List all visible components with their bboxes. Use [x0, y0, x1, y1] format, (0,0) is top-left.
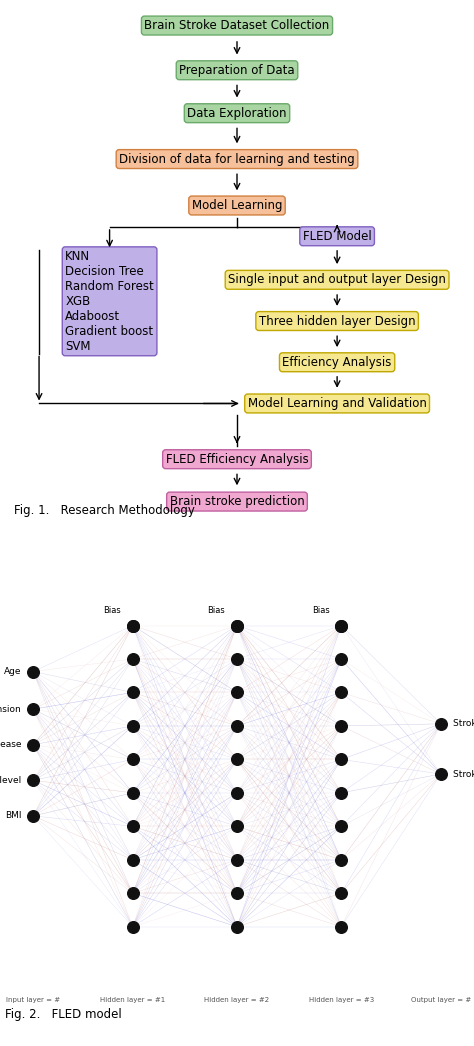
Text: Hidden layer = #1: Hidden layer = #1 — [100, 997, 165, 1003]
Text: Division of data for learning and testing: Division of data for learning and testin… — [119, 153, 355, 165]
Point — [337, 684, 345, 701]
Point — [233, 718, 241, 734]
Text: Fig. 1.   Research Methodology: Fig. 1. Research Methodology — [14, 504, 195, 517]
Point — [129, 718, 137, 734]
Text: BMI: BMI — [5, 812, 21, 820]
Text: Stroke (Yes): Stroke (Yes) — [453, 720, 474, 728]
Point — [337, 918, 345, 935]
Text: Input layer = #: Input layer = # — [6, 997, 60, 1003]
Point — [129, 684, 137, 701]
Point — [233, 851, 241, 868]
Point — [129, 617, 137, 634]
Point — [29, 701, 37, 718]
Text: KNN
Decision Tree
Random Forest
XGB
Adaboost
Gradient boost
SVM: KNN Decision Tree Random Forest XGB Adab… — [65, 250, 154, 353]
Text: Efficiency Analysis: Efficiency Analysis — [283, 356, 392, 369]
Text: Hypertension: Hypertension — [0, 705, 21, 713]
Text: Bias: Bias — [208, 606, 225, 615]
Text: Preparation of Data: Preparation of Data — [179, 64, 295, 76]
Point — [233, 617, 241, 634]
Point — [129, 617, 137, 634]
Text: Heart disease: Heart disease — [0, 741, 21, 749]
Text: Single input and output layer Design: Single input and output layer Design — [228, 273, 446, 287]
Point — [129, 918, 137, 935]
Text: Bias: Bias — [312, 606, 329, 615]
Point — [29, 663, 37, 680]
Point — [129, 851, 137, 868]
Point — [129, 751, 137, 768]
Point — [337, 851, 345, 868]
Text: Avg glucose level: Avg glucose level — [0, 776, 21, 784]
Point — [337, 818, 345, 835]
Text: Three hidden layer Design: Three hidden layer Design — [259, 315, 415, 327]
Point — [129, 651, 137, 667]
Text: Hidden layer = #3: Hidden layer = #3 — [309, 997, 374, 1003]
Point — [29, 736, 37, 753]
Point — [233, 818, 241, 835]
Point — [29, 772, 37, 789]
Point — [337, 784, 345, 801]
Point — [129, 818, 137, 835]
Point — [337, 885, 345, 902]
Text: Brain stroke prediction: Brain stroke prediction — [170, 495, 304, 508]
Point — [337, 617, 345, 634]
Point — [129, 784, 137, 801]
Point — [233, 617, 241, 634]
Point — [437, 766, 445, 782]
Point — [337, 751, 345, 768]
Point — [337, 651, 345, 667]
Text: Brain Stroke Dataset Collection: Brain Stroke Dataset Collection — [145, 19, 329, 32]
Text: Model Learning and Validation: Model Learning and Validation — [248, 397, 427, 410]
Text: Hidden layer = #2: Hidden layer = #2 — [204, 997, 270, 1003]
Point — [233, 784, 241, 801]
Text: Model Learning: Model Learning — [192, 199, 282, 212]
Point — [29, 808, 37, 824]
Text: FLED Model: FLED Model — [303, 230, 372, 243]
Text: Stroke (No): Stroke (No) — [453, 770, 474, 778]
Text: FLED Efficiency Analysis: FLED Efficiency Analysis — [165, 453, 309, 465]
Text: Fig. 2.   FLED model: Fig. 2. FLED model — [5, 1008, 121, 1021]
Point — [437, 715, 445, 732]
Point — [337, 617, 345, 634]
Point — [233, 651, 241, 667]
Text: Data Exploration: Data Exploration — [187, 107, 287, 119]
Point — [233, 684, 241, 701]
Text: Bias: Bias — [103, 606, 121, 615]
Text: Output layer = #: Output layer = # — [410, 997, 471, 1003]
Point — [337, 718, 345, 734]
Text: Age: Age — [4, 667, 21, 676]
Point — [129, 885, 137, 902]
Point — [233, 885, 241, 902]
Point — [233, 918, 241, 935]
Point — [233, 751, 241, 768]
